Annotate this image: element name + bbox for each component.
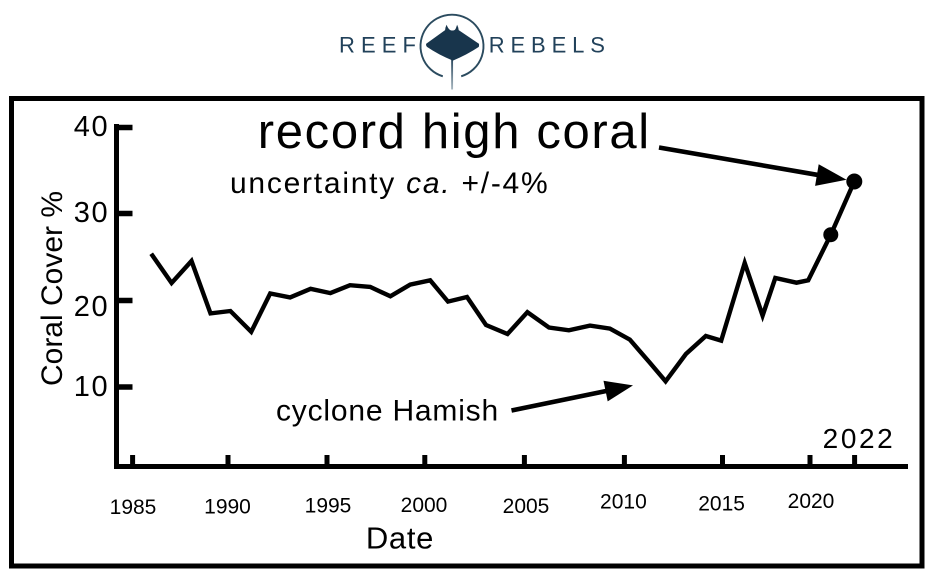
svg-text:REEF: REEF xyxy=(339,33,422,58)
svg-text:record high coral: record high coral xyxy=(258,105,651,159)
svg-text:2020: 2020 xyxy=(788,490,835,513)
svg-text:40: 40 xyxy=(74,111,109,143)
svg-text:REBELS: REBELS xyxy=(489,33,611,58)
svg-text:Date: Date xyxy=(366,520,434,555)
svg-text:2022: 2022 xyxy=(823,423,896,454)
svg-text:1995: 1995 xyxy=(305,495,352,518)
svg-text:1990: 1990 xyxy=(204,496,251,519)
svg-text:30: 30 xyxy=(74,197,109,229)
svg-text:uncertainty ca. +/-4%: uncertainty ca. +/-4% xyxy=(230,167,549,200)
svg-text:2005: 2005 xyxy=(503,495,550,518)
svg-text:10: 10 xyxy=(74,371,109,403)
svg-text:2000: 2000 xyxy=(401,494,448,517)
svg-text:20: 20 xyxy=(74,291,109,323)
svg-text:2010: 2010 xyxy=(600,491,647,514)
svg-text:Coral Cover %: Coral Cover % xyxy=(36,191,69,386)
svg-text:1985: 1985 xyxy=(110,496,157,519)
svg-text:2015: 2015 xyxy=(698,493,745,516)
svg-text:cyclone Hamish: cyclone Hamish xyxy=(276,394,499,427)
